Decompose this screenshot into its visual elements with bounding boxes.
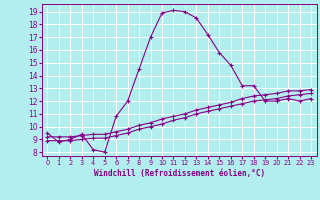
X-axis label: Windchill (Refroidissement éolien,°C): Windchill (Refroidissement éolien,°C) (94, 169, 265, 178)
